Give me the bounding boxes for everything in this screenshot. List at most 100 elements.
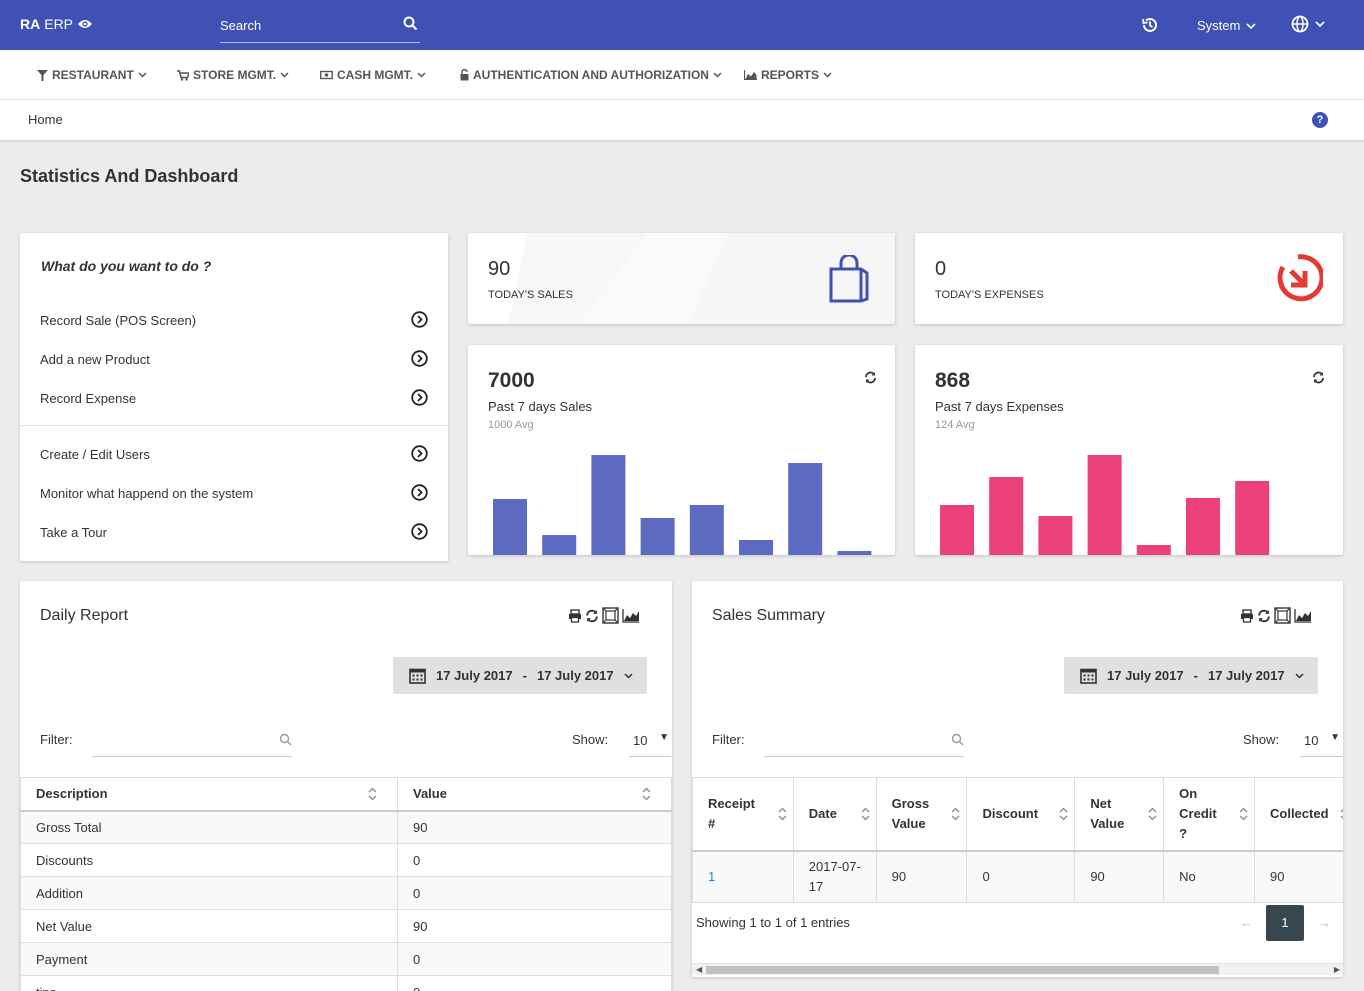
caret-down-icon: ▼ <box>1330 732 1340 743</box>
area-chart-icon <box>744 70 757 80</box>
search-input[interactable]: Search <box>220 14 420 43</box>
filter-label: Filter: <box>40 732 73 747</box>
chevron-down-icon <box>1295 672 1304 679</box>
scroll-left-arrow[interactable]: ◀ <box>696 965 703 974</box>
menu-store[interactable]: STORE MGMT. <box>177 68 289 82</box>
filter-label: Filter: <box>712 732 745 747</box>
system-menu[interactable]: System <box>1197 18 1256 33</box>
refresh-icon[interactable] <box>585 609 599 623</box>
current-page-button[interactable]: 1 <box>1266 905 1304 941</box>
area-chart-icon[interactable] <box>622 608 640 623</box>
cell-description: Discounts <box>20 843 398 877</box>
chevron-down-icon <box>138 72 147 78</box>
action-record-expense[interactable]: Record Expense <box>40 389 428 406</box>
sort-icon <box>1239 807 1248 821</box>
area-chart-icon[interactable] <box>1294 608 1312 623</box>
column-header-description[interactable]: Description <box>20 777 398 812</box>
column-header[interactable]: Net Value <box>1074 777 1165 852</box>
chart-bar <box>788 463 823 555</box>
fullscreen-icon[interactable] <box>602 607 619 624</box>
menu-reports[interactable]: REPORTS <box>744 68 832 82</box>
calendar-icon <box>409 668 426 684</box>
action-add-product[interactable]: Add a new Product <box>40 350 428 367</box>
help-icon[interactable]: ? <box>1312 112 1328 128</box>
action-take-tour[interactable]: Take a Tour <box>40 523 428 540</box>
sort-icon <box>642 787 651 801</box>
fullscreen-icon[interactable] <box>1274 607 1291 624</box>
column-header[interactable]: Date <box>792 777 877 852</box>
filter-input[interactable] <box>92 727 292 757</box>
app-brand[interactable]: RA ERP <box>20 16 93 32</box>
circle-arrow-right-icon <box>411 523 428 540</box>
cell-description: Addition <box>20 876 398 910</box>
system-label: System <box>1197 18 1241 33</box>
quick-actions-title: What do you want to do ? <box>41 258 212 274</box>
refresh-icon[interactable] <box>864 371 877 384</box>
horizontal-scrollbar[interactable]: ◀ ▶ <box>692 963 1343 975</box>
panel-tools <box>568 607 640 624</box>
action-edit-users[interactable]: Create / Edit Users <box>40 445 428 462</box>
chart-bar <box>1186 498 1220 555</box>
date-range-button[interactable]: 17 July 2017 - 17 July 2017 <box>1064 657 1318 694</box>
expense-arrow-icon <box>1277 254 1323 302</box>
scroll-right-arrow[interactable]: ▶ <box>1333 965 1340 974</box>
weekly-sales-label: Past 7 days Sales <box>488 399 593 414</box>
column-header[interactable]: Receipt # <box>692 777 794 852</box>
range-to: 17 July 2017 <box>536 668 614 683</box>
breadcrumb-home[interactable]: Home <box>28 112 63 127</box>
column-header[interactable]: Discount <box>966 777 1076 852</box>
weekly-sales-avg: 1000 Avg <box>488 419 534 431</box>
refresh-icon[interactable] <box>1312 371 1325 384</box>
chevron-down-icon <box>823 72 832 78</box>
chevron-down-icon <box>417 72 426 78</box>
cell-description: tips <box>20 975 398 991</box>
scrollbar-thumb[interactable] <box>706 966 1219 974</box>
sales-summary-card: Sales Summary 17 July 2017 - 17 July 201… <box>692 581 1343 977</box>
column-header[interactable]: Collected <box>1254 777 1343 852</box>
chart-bar <box>940 505 974 555</box>
table-row: Net Value 90 <box>20 909 672 943</box>
table-row: Payment 0 <box>20 942 672 976</box>
menu-restaurant[interactable]: RESTAURANT <box>37 68 147 82</box>
page-size-select[interactable]: 10 ▼ <box>1300 727 1342 757</box>
circle-arrow-right-icon <box>411 484 428 501</box>
column-label: Description <box>36 786 108 802</box>
page-size-value: 10 <box>633 733 648 748</box>
menu-cash[interactable]: CASH MGMT. <box>320 68 426 82</box>
history-icon[interactable] <box>1140 15 1160 35</box>
column-label: Discount <box>982 805 1039 821</box>
column-header-value[interactable]: Value <box>397 777 672 812</box>
date-range-button[interactable]: 17 July 2017 - 17 July 2017 <box>393 657 647 694</box>
cell-description: Gross Total <box>20 810 398 844</box>
column-header[interactable]: Gross Value <box>875 777 968 852</box>
cell-description: Payment <box>20 942 398 976</box>
menu-auth[interactable]: AUTHENTICATION AND AUTHORIZATION <box>460 68 722 82</box>
range-from: 17 July 2017 <box>1107 668 1184 683</box>
column-label: Net Value <box>1090 795 1125 831</box>
weekly-sales-value: 7000 <box>488 369 535 392</box>
language-menu[interactable] <box>1291 15 1325 33</box>
page-size-select[interactable]: 10 ▼ <box>629 727 671 757</box>
print-icon[interactable] <box>568 608 582 623</box>
action-label: Record Expense <box>40 391 137 406</box>
column-header[interactable]: On Credit ? <box>1163 777 1255 852</box>
action-record-sale[interactable]: Record Sale (POS Screen) <box>40 311 428 328</box>
action-monitor[interactable]: Monitor what happend on the system <box>40 484 428 501</box>
todays-sales-label: TODAY'S SALES <box>488 289 573 301</box>
table-cell: No <box>1163 850 1255 903</box>
search-icon[interactable] <box>403 16 418 31</box>
previous-page-button[interactable]: ← <box>1240 915 1253 930</box>
panel-tools <box>1240 607 1312 624</box>
refresh-icon[interactable] <box>1257 609 1271 623</box>
circle-arrow-right-icon <box>411 389 428 406</box>
next-page-button[interactable]: → <box>1318 915 1331 930</box>
todays-sales-card: 90 TODAY'S SALES <box>468 233 895 324</box>
receipt-link[interactable]: 1 <box>692 850 794 903</box>
chevron-down-icon <box>713 72 722 78</box>
print-icon[interactable] <box>1240 608 1254 623</box>
chart-bar <box>689 505 724 555</box>
range-separator: - <box>1193 668 1198 683</box>
calendar-icon <box>1080 668 1097 684</box>
chart-bar <box>640 518 675 555</box>
filter-input[interactable] <box>764 727 964 757</box>
